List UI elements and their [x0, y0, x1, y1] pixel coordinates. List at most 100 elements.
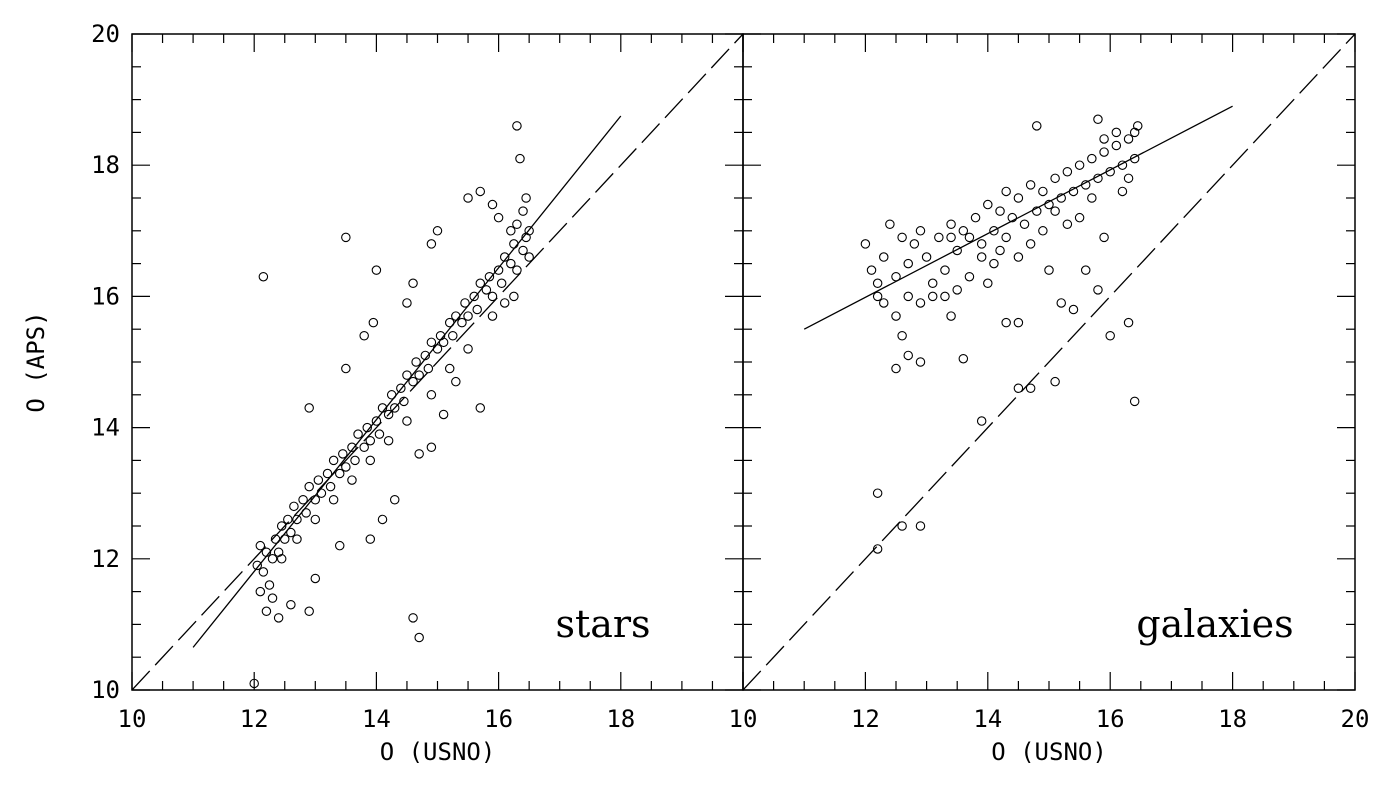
data-point: [1013, 317, 1024, 328]
data-point: [383, 409, 394, 420]
x-tick-label: 10: [118, 705, 147, 733]
x-tick-label: 14: [973, 705, 1002, 733]
data-point: [481, 285, 492, 295]
x-tick-label: 16: [1096, 705, 1125, 733]
data-point: [472, 304, 482, 315]
data-point: [1099, 134, 1109, 144]
data-point: [389, 403, 400, 413]
data-point: [328, 495, 339, 505]
data-point: [371, 416, 382, 426]
data-point: [1013, 383, 1024, 393]
data-point: [879, 298, 889, 308]
data-point: [334, 540, 345, 551]
panel-stars: 10 12 14 16 18 10 12 14 16 18 20 O (USNO) stars: [91, 20, 744, 766]
data-point: [377, 403, 388, 413]
y-tick-label: 18: [91, 151, 120, 179]
data-point: [460, 298, 470, 308]
fit-line: [192, 115, 622, 648]
data-point: [964, 232, 975, 243]
data-point: [273, 613, 284, 623]
data-point: [927, 278, 938, 289]
data-point: [389, 495, 400, 505]
data-point: [976, 239, 987, 249]
data-point: [518, 245, 528, 256]
data-point: [872, 278, 883, 289]
data-point: [499, 298, 510, 308]
data-point: [524, 252, 534, 262]
x-tick-label: 12: [240, 705, 269, 733]
data-point: [1111, 127, 1122, 138]
y-axis-title: O (APS): [22, 311, 50, 412]
data-point: [499, 252, 510, 262]
data-point: [313, 475, 324, 485]
data-point: [915, 521, 926, 531]
data-point: [903, 258, 913, 269]
data-point: [334, 468, 345, 479]
data-point: [289, 501, 299, 512]
data-point: [512, 219, 522, 229]
data-point: [408, 376, 418, 387]
data-point: [524, 226, 534, 236]
data-point: [952, 245, 962, 256]
data-point: [365, 435, 376, 446]
x-tick-label: 18: [1218, 705, 1247, 733]
data-point: [915, 226, 926, 236]
x-tick-label: 16: [484, 705, 513, 733]
y-tick-label: 16: [91, 282, 120, 310]
data-point: [276, 554, 287, 564]
data-point: [909, 239, 920, 249]
data-point: [1074, 212, 1085, 223]
data-point: [377, 514, 388, 525]
data-point: [292, 514, 302, 525]
data-point: [386, 390, 397, 400]
data-point: [438, 409, 449, 420]
data-point: [365, 534, 376, 544]
data-point: [521, 193, 531, 203]
data-point: [927, 291, 938, 302]
data-point: [328, 455, 339, 466]
data-point: [371, 265, 382, 275]
data-point: [301, 508, 311, 518]
data-point: [475, 186, 486, 197]
data-point: [249, 678, 259, 689]
x-axis-title: O (USNO): [991, 738, 1107, 766]
data-point: [1062, 167, 1073, 177]
data-point: [1093, 173, 1103, 184]
data-point: [426, 390, 437, 400]
data-point: [267, 554, 278, 564]
data-point: [872, 291, 883, 302]
data-point: [264, 580, 275, 590]
data-point: [310, 514, 321, 525]
x-axis-title: O (USNO): [380, 738, 496, 766]
data-point: [1044, 265, 1054, 275]
data-point: [506, 258, 516, 269]
fit-line: [803, 105, 1233, 330]
data-point: [897, 232, 907, 243]
data-point: [463, 344, 473, 354]
data-point: [493, 265, 504, 275]
data-point: [1111, 140, 1122, 151]
data-point: [860, 239, 871, 249]
data-point: [1074, 160, 1085, 170]
data-point: [1032, 206, 1042, 216]
data-point: [353, 429, 363, 439]
data-point: [903, 291, 913, 302]
data-point: [414, 370, 424, 380]
data-point: [958, 353, 969, 364]
data-point: [261, 547, 272, 557]
data-point: [365, 455, 376, 466]
data-point: [1056, 298, 1066, 308]
one-to-one-line: [743, 34, 1355, 690]
data-point: [286, 599, 296, 610]
data-point: [891, 271, 901, 282]
data-point: [426, 337, 437, 348]
data-point: [1117, 186, 1128, 197]
data-point: [463, 311, 473, 321]
data-point: [983, 278, 993, 289]
y-tick-label: 10: [91, 676, 120, 704]
data-point: [872, 488, 883, 498]
data-point: [469, 291, 479, 302]
data-point: [915, 298, 926, 308]
data-point: [1087, 153, 1097, 164]
data-point: [976, 416, 987, 426]
